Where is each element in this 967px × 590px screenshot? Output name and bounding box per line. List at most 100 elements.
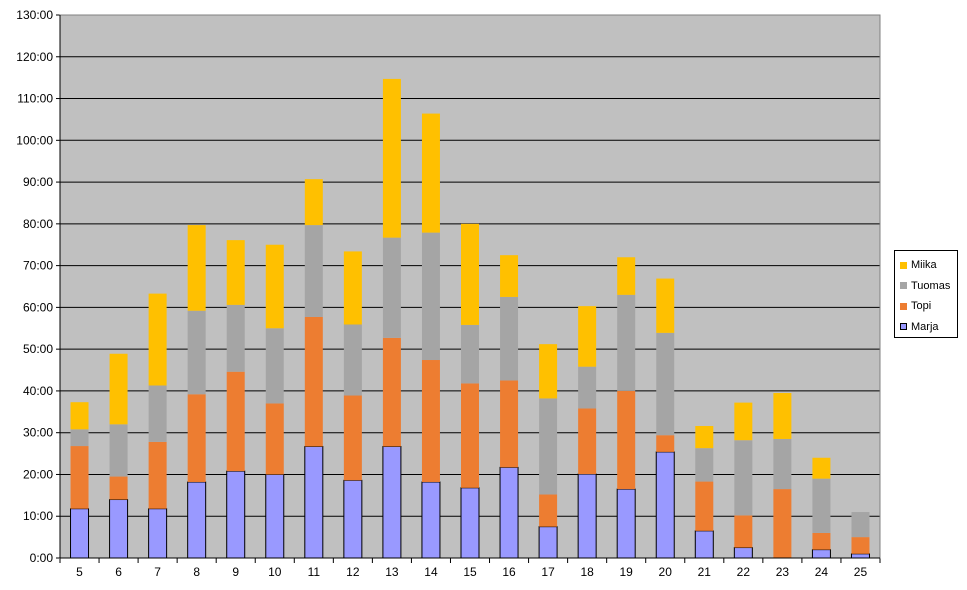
y-tick-label: 0:00: [30, 551, 54, 565]
y-tick-label: 100:00: [16, 133, 53, 147]
x-tick-label: 20: [659, 565, 673, 579]
legend-label-topi: Topi: [911, 300, 932, 313]
bar-miika-9: [226, 240, 245, 305]
bar-marja-13: [382, 445, 402, 559]
x-tick-label: 7: [154, 565, 161, 579]
bar-tuomas-7: [148, 385, 167, 442]
bar-tuomas-19: [617, 294, 636, 391]
bar-topi-25: [851, 537, 870, 554]
bar-tuomas-16: [500, 296, 519, 381]
bar-tuomas-13: [382, 237, 401, 338]
bar-marja-24: [811, 549, 831, 559]
bar-miika-7: [148, 293, 167, 386]
bar-miika-11: [304, 179, 323, 226]
bar-miika-8: [187, 225, 206, 311]
x-tick-label: 24: [815, 565, 829, 579]
bar-miika-10: [265, 244, 284, 329]
bar-topi-8: [187, 394, 206, 482]
bar-miika-15: [461, 223, 479, 325]
bar-tuomas-5: [70, 429, 89, 447]
bar-topi-24: [812, 532, 831, 550]
legend-item-marja: Marja: [900, 317, 957, 338]
y-tick-label: 90:00: [23, 175, 53, 189]
bar-tuomas-9: [226, 304, 245, 372]
y-tick-label: 10:00: [23, 509, 53, 523]
x-tick-label: 15: [463, 565, 477, 579]
bar-marja-12: [343, 479, 363, 559]
bar-miika-17: [539, 344, 558, 399]
bar-topi-22: [734, 515, 753, 548]
bar-tuomas-8: [187, 310, 206, 395]
y-tick-label: 130:00: [16, 8, 53, 22]
bar-marja-21: [694, 530, 714, 559]
bar-miika-24: [812, 457, 831, 479]
bar-miika-12: [343, 251, 362, 325]
x-tick-label: 22: [737, 565, 751, 579]
legend-swatch-tuomas: [900, 282, 907, 290]
bar-tuomas-11: [304, 225, 323, 317]
bar-marja-14: [421, 481, 441, 559]
bar-topi-20: [656, 435, 675, 452]
bar-marja-7: [148, 508, 168, 559]
y-tick-label: 120:00: [16, 50, 53, 64]
bar-topi-16: [500, 380, 519, 468]
y-tick-label: 50:00: [23, 342, 53, 356]
legend-swatch-miika: [900, 261, 907, 269]
bar-topi-15: [461, 383, 479, 488]
bar-marja-9: [226, 470, 246, 559]
bar-tuomas-20: [656, 332, 675, 436]
bar-miika-22: [734, 402, 753, 441]
bar-miika-19: [617, 257, 636, 295]
axes: 0:00 10:00 20:00 30:00 40:00 50:00 60:00 70:00 8…: [16, 8, 881, 579]
legend: Miika Tuomas Topi Marja: [894, 250, 958, 338]
bar-tuomas-17: [539, 398, 558, 495]
y-tick-label: 40:00: [23, 384, 53, 398]
bar-topi-11: [304, 316, 323, 447]
bar-miika-14: [421, 113, 440, 233]
bar-topi-5: [70, 446, 89, 509]
bar-marja-11: [304, 445, 324, 559]
y-tick-label: 70:00: [23, 259, 53, 273]
bar-tuomas-23: [773, 438, 792, 490]
bar-marja-17: [538, 526, 558, 559]
bar-marja-8: [187, 481, 207, 559]
y-tick-label: 30:00: [23, 426, 53, 440]
x-tick-label: 17: [541, 565, 555, 579]
bar-marja-19: [616, 488, 636, 559]
bar-miika-23: [773, 393, 792, 439]
legend-item-miika: Miika: [900, 255, 957, 276]
bars: [70, 78, 870, 559]
bar-topi-13: [382, 337, 401, 447]
legend-item-topi: Topi: [900, 296, 957, 317]
bar-marja-16: [499, 466, 519, 559]
x-tick-label: 11: [308, 565, 321, 579]
x-tick-label: 10: [268, 565, 282, 579]
bar-tuomas-24: [812, 478, 831, 533]
bar-topi-6: [109, 476, 128, 500]
bar-miika-16: [500, 255, 519, 297]
bar-marja-5: [70, 508, 90, 559]
bar-tuomas-10: [265, 328, 284, 404]
bar-topi-14: [421, 360, 440, 482]
bar-miika-13: [382, 78, 401, 238]
x-tick-label: 8: [193, 565, 200, 579]
x-tick-label: 12: [346, 565, 360, 579]
y-tick-label: 60:00: [23, 300, 53, 314]
bar-marja-15: [460, 487, 480, 559]
bar-topi-12: [343, 395, 362, 481]
legend-swatch-topi: [900, 302, 907, 310]
bar-topi-10: [265, 403, 284, 475]
bar-tuomas-21: [695, 448, 714, 482]
bar-marja-6: [109, 499, 129, 559]
x-tick-label: 16: [502, 565, 516, 579]
bar-marja-18: [577, 473, 597, 559]
bar-marja-22: [733, 547, 753, 559]
bar-tuomas-25: [851, 512, 870, 538]
x-tick-label: 5: [76, 565, 83, 579]
bar-miika-18: [578, 306, 597, 367]
bar-marja-10: [265, 473, 285, 559]
legend-label-marja: Marja: [911, 320, 939, 333]
bar-miika-6: [109, 353, 128, 425]
legend-swatch-marja: [900, 323, 907, 331]
